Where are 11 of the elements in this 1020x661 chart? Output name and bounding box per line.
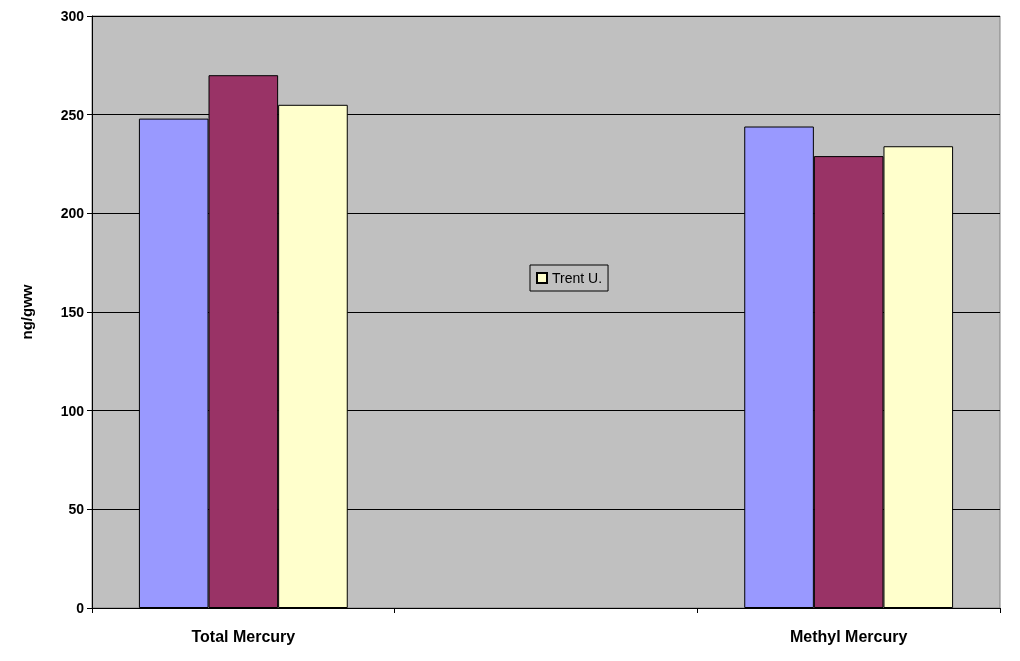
y-tick-label: 150 xyxy=(60,304,85,320)
legend-label: Trent U. xyxy=(552,270,603,286)
x-tick-label: Total Mercury xyxy=(191,627,296,645)
y-tick-label: 100 xyxy=(60,402,85,419)
y-tick-label: 250 xyxy=(60,106,85,123)
x-tick-label: Methyl Mercury xyxy=(789,627,908,645)
y-tick-label: 200 xyxy=(60,205,85,222)
y-tick-label: 300 xyxy=(60,8,85,24)
y-axis-title: ng/gww xyxy=(18,284,35,340)
y-tick-label: 50 xyxy=(68,501,85,518)
y-tick-label: 0 xyxy=(76,600,85,616)
